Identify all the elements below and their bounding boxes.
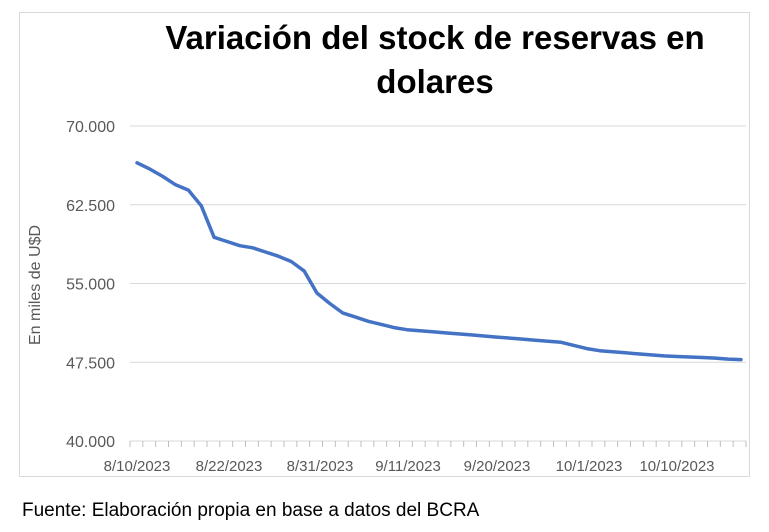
- x-tick-label: 9/11/2023: [375, 458, 441, 475]
- chart-frame: [19, 12, 750, 477]
- series-layer: [135, 161, 743, 362]
- x-tick-label: 8/10/2023: [104, 458, 171, 475]
- y-tick-label: 55.000: [66, 277, 115, 294]
- y-tick-label: 70.000: [66, 119, 115, 136]
- x-axis-ticks: 8/10/2023 8/22/2023 8/31/2023 9/11/2023 9/20…: [104, 441, 747, 475]
- y-tick-label: 40.000: [66, 434, 115, 451]
- grid-lines: [130, 125, 746, 442]
- x-tick-label: 8/22/2023: [196, 458, 263, 475]
- y-tick-label: 47.500: [66, 355, 115, 372]
- x-tick-label: 9/20/2023: [464, 458, 531, 475]
- series-line: [135, 161, 743, 362]
- x-tick-label: 8/31/2023: [287, 458, 354, 475]
- y-tick-label: 62.500: [66, 198, 115, 215]
- x-tick-label: 10/10/2023: [639, 458, 714, 475]
- x-tick-label: 10/1/2023: [556, 458, 623, 475]
- source-note: Fuente: Elaboración propia en base a dat…: [22, 500, 480, 521]
- y-axis-ticks: 40.000 47.500 55.000 62.500 70.000: [66, 119, 115, 451]
- y-axis-label: En miles de U$D: [27, 225, 44, 345]
- chart-title: Variación del stock de reservas en dolar…: [165, 19, 705, 100]
